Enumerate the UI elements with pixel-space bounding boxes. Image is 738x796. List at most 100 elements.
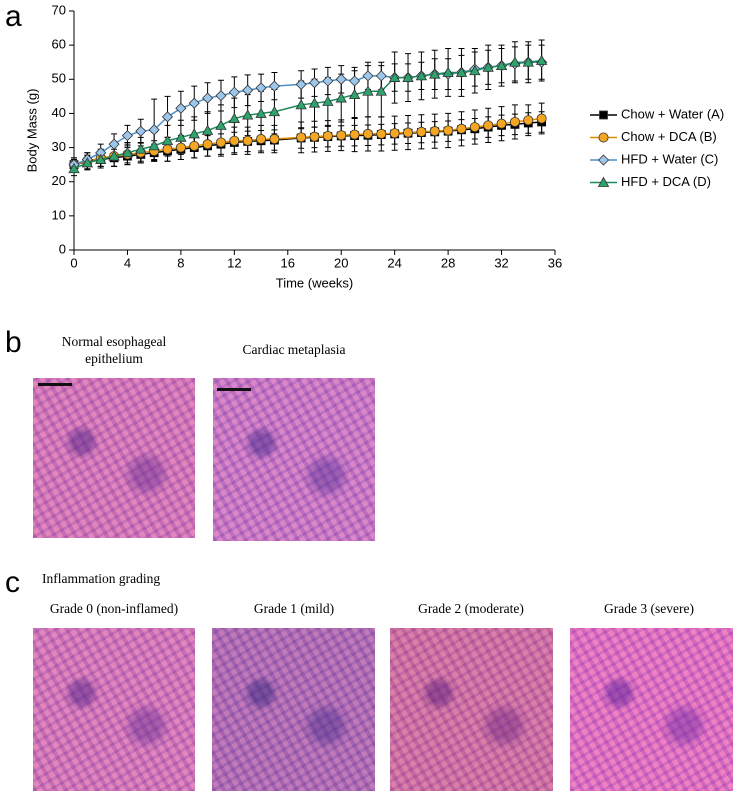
marker (255, 82, 267, 94)
marker (202, 139, 213, 150)
histology-image (33, 628, 195, 791)
marker (268, 105, 281, 117)
marker (296, 132, 307, 143)
marker (295, 99, 307, 110)
legend-marker (597, 176, 610, 187)
marker (162, 144, 173, 155)
marker (215, 137, 226, 148)
histology-image (212, 628, 375, 791)
y-tick-label: 50 (52, 71, 66, 86)
chart: a 0 10 20 30 40 50 60 70 0 4 8 12 16 20 24 28 32 36 Time (… (5, 0, 724, 290)
panel-title: Inflammation grading (42, 571, 161, 586)
marker (108, 138, 120, 150)
y-tick-label: 70 (52, 2, 66, 17)
marker (322, 95, 334, 106)
marker (175, 131, 187, 142)
y-tick-label: 0 (59, 241, 66, 256)
y-tick-label: 60 (52, 37, 66, 52)
marker (456, 123, 467, 134)
scale-bar (38, 383, 72, 386)
image-caption: Grade 0 (non-inflamed) (49, 601, 179, 616)
marker (322, 75, 334, 87)
x-tick-label: 12 (227, 255, 241, 270)
marker (256, 134, 267, 145)
marker (469, 64, 481, 76)
marker (189, 140, 200, 151)
marker (322, 130, 333, 141)
histology-image (570, 628, 733, 791)
marker (335, 92, 347, 103)
y-tick-label: 30 (52, 139, 66, 154)
marker (161, 134, 174, 146)
x-tick-label: 4 (124, 255, 131, 270)
marker (161, 111, 174, 123)
x-tick-label: 32 (494, 255, 508, 270)
marker (269, 134, 280, 145)
marker (135, 125, 147, 137)
y-tick-label: 10 (52, 207, 66, 222)
marker (268, 80, 280, 92)
marker (443, 125, 454, 136)
marker (175, 142, 186, 153)
y-axis-label: Body Mass (g) (24, 89, 39, 173)
marker (188, 97, 200, 109)
marker (403, 127, 414, 138)
marker (509, 116, 520, 127)
marker (135, 143, 147, 154)
x-tick-label: 16 (281, 255, 295, 270)
legend-label: Chow + Water (A) (621, 106, 724, 121)
marker (362, 70, 374, 82)
marker (348, 88, 361, 100)
marker (536, 113, 547, 124)
marker (201, 124, 214, 135)
marker (148, 140, 160, 151)
legend-label: HFD + DCA (D) (621, 174, 711, 189)
scale-bar (217, 388, 251, 391)
marker (255, 107, 267, 118)
panel-label: a (5, 0, 22, 33)
marker (469, 122, 480, 133)
marker (429, 68, 441, 79)
marker (375, 70, 387, 82)
marker (242, 109, 254, 120)
marker (335, 73, 347, 85)
marker (523, 115, 534, 126)
x-tick-label: 36 (548, 255, 562, 270)
marker (482, 61, 494, 72)
x-tick-label: 8 (177, 255, 184, 270)
marker (402, 71, 414, 82)
marker (202, 92, 214, 104)
image-caption: Grade 3 (severe) (604, 601, 694, 616)
legend-marker (598, 132, 609, 143)
marker (376, 128, 387, 139)
marker (308, 97, 321, 108)
marker (349, 129, 360, 140)
marker (121, 146, 134, 158)
marker (68, 162, 80, 174)
marker (228, 112, 241, 123)
marker (95, 153, 107, 164)
marker (188, 128, 200, 139)
image-caption: Cardiac metaplasia (242, 342, 346, 357)
legend-label: HFD + Water (C) (621, 151, 718, 166)
marker (362, 128, 373, 139)
y-tick-label: 40 (52, 105, 66, 120)
x-tick-label: 24 (387, 255, 401, 270)
histology-image (213, 378, 375, 541)
marker (242, 135, 253, 146)
marker (429, 126, 440, 137)
marker (148, 124, 160, 136)
marker (175, 102, 187, 114)
marker (509, 56, 521, 67)
marker (228, 86, 240, 98)
marker (415, 70, 428, 81)
x-tick-label: 20 (334, 255, 348, 270)
marker (121, 130, 134, 142)
marker (375, 85, 387, 96)
marker (215, 90, 227, 102)
marker (455, 66, 468, 77)
marker (349, 75, 361, 87)
marker (229, 135, 240, 146)
legend-marker (599, 110, 608, 120)
